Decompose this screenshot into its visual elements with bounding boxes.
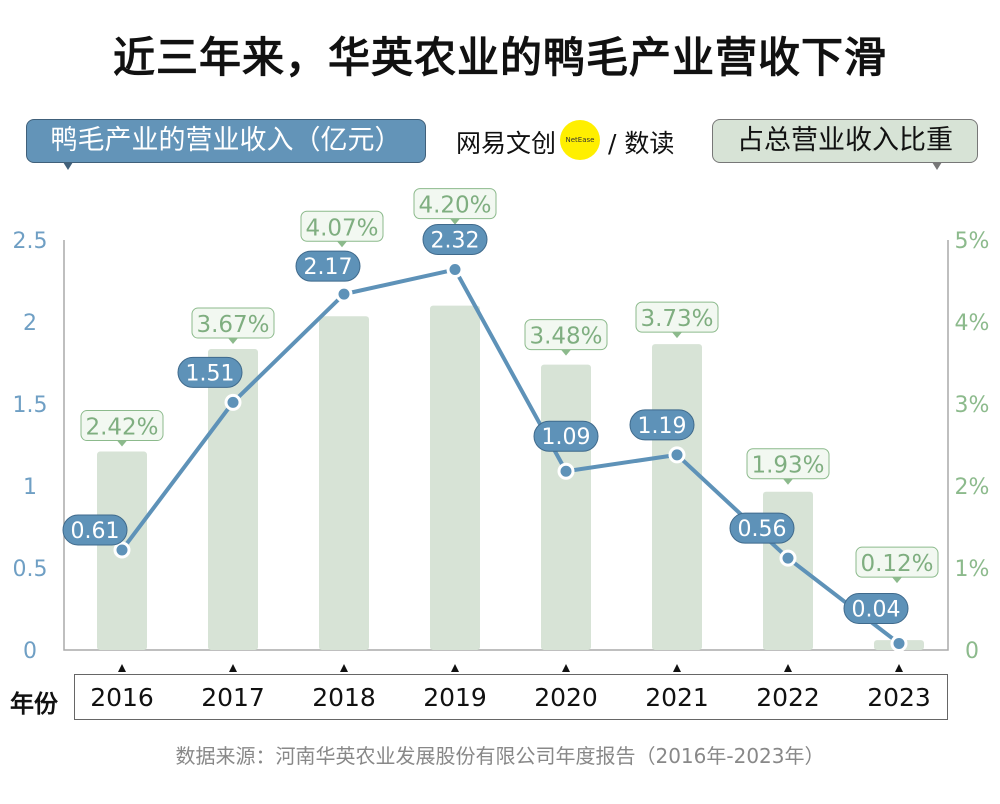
pct-label-pointer (783, 478, 793, 485)
pct-label-pointer (450, 218, 460, 225)
brand-logo: 网易文创 (456, 129, 557, 158)
pct-label: 1.93% (751, 453, 824, 479)
x-tick-label: 2021 (645, 683, 709, 712)
chart-title: 近三年来，华英农业的鸭毛产业营收下滑 (112, 33, 887, 82)
x-tick-marker (895, 664, 903, 672)
value-label: 2.32 (431, 229, 480, 254)
left-tick-label: 0 (23, 639, 37, 664)
value-label-box (177, 356, 243, 388)
right-tick-label: 2% (955, 475, 990, 500)
bar (430, 305, 480, 650)
x-tick-label: 2018 (312, 683, 376, 712)
left-tick-label: 2 (23, 311, 37, 336)
value-label: 0.04 (852, 597, 901, 622)
value-label: 1.51 (186, 361, 235, 386)
pct-label: 4.20% (418, 193, 491, 219)
value-label: 1.09 (542, 425, 591, 450)
x-tick-marker (673, 664, 681, 672)
right-tick-label: 4% (955, 311, 990, 336)
x-tick-label: 2017 (201, 683, 265, 712)
value-label: 0.61 (71, 519, 120, 544)
x-tick-marker (451, 664, 459, 672)
x-tick-marker (562, 664, 570, 672)
value-label-box (629, 409, 695, 441)
x-axis-box (74, 674, 948, 720)
pct-label: 2.42% (85, 415, 158, 441)
bar (652, 344, 702, 650)
value-label: 1.19 (638, 414, 687, 439)
data-point (446, 261, 464, 279)
x-tick-label: 2022 (756, 683, 820, 712)
x-tick-label: 2019 (423, 683, 487, 712)
left-tick-label: 0.5 (13, 557, 48, 582)
left-tick-label: 1 (23, 475, 37, 500)
netease-logo: NetEase (560, 120, 600, 160)
right-tick-label: 3% (955, 393, 990, 418)
pct-label-pointer (672, 332, 682, 339)
pct-label: 4.07% (305, 215, 378, 241)
legend-pointer (932, 162, 942, 170)
value-label: 2.17 (304, 255, 353, 280)
bar (208, 349, 258, 650)
plot-frame (63, 240, 949, 651)
data-point (557, 462, 575, 480)
data-point (779, 549, 797, 567)
left-tick-label: 2.5 (13, 229, 48, 254)
brand-sub: / 数读 (608, 129, 675, 158)
x-tick-label: 2020 (534, 683, 598, 712)
x-tick-label: 2016 (90, 683, 154, 712)
x-axis-label: 年份 (10, 690, 58, 718)
bar (541, 364, 591, 650)
left-tick-label: 1.5 (13, 393, 48, 418)
legend-pointer (63, 162, 73, 170)
data-point (668, 446, 686, 464)
data-point (224, 393, 242, 411)
value-label-box (533, 420, 599, 452)
value-label-box (422, 224, 488, 256)
legend-share: 占总营业收入比重 (712, 119, 978, 163)
legend-revenue: 鸭毛产业的营业收入（亿元） (26, 119, 426, 163)
pct-label-pointer (117, 440, 127, 447)
data-point (890, 634, 908, 652)
x-tick-label: 2023 (867, 683, 931, 712)
right-tick-label: 0 (965, 639, 979, 664)
x-tick-marker (784, 664, 792, 672)
x-tick-marker (340, 664, 348, 672)
pct-label: 3.48% (529, 324, 602, 350)
right-tick-label: 5% (955, 229, 990, 254)
pct-label-pointer (561, 349, 571, 356)
value-label-box (729, 512, 795, 544)
pct-label-pointer (337, 241, 347, 248)
data-point (113, 541, 131, 559)
bar (319, 316, 369, 650)
value-label: 0.56 (738, 517, 787, 542)
pct-label-pointer (892, 577, 902, 584)
pct-label: 3.73% (640, 306, 713, 332)
value-label-box (295, 250, 361, 282)
source-note: 数据来源：河南华英农业发展股份有限公司年度报告（2016年-2023年） (175, 744, 825, 768)
data-point (335, 285, 353, 303)
pct-label: 3.67% (196, 312, 269, 338)
pct-label-pointer (228, 338, 238, 345)
value-label-box (62, 514, 128, 546)
right-tick-label: 1% (955, 557, 990, 582)
pct-label: 0.12% (860, 551, 933, 577)
x-tick-marker (118, 664, 126, 672)
value-label-box (843, 592, 909, 624)
x-tick-marker (229, 664, 237, 672)
